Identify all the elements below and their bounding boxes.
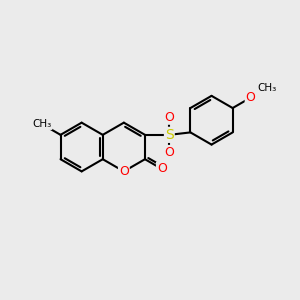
Text: O: O <box>164 111 174 124</box>
Text: S: S <box>165 128 174 142</box>
Text: O: O <box>157 163 167 176</box>
Text: O: O <box>246 91 256 104</box>
Text: CH₃: CH₃ <box>258 83 277 93</box>
Text: O: O <box>164 146 174 159</box>
Text: O: O <box>119 165 129 178</box>
Text: CH₃: CH₃ <box>32 119 52 129</box>
